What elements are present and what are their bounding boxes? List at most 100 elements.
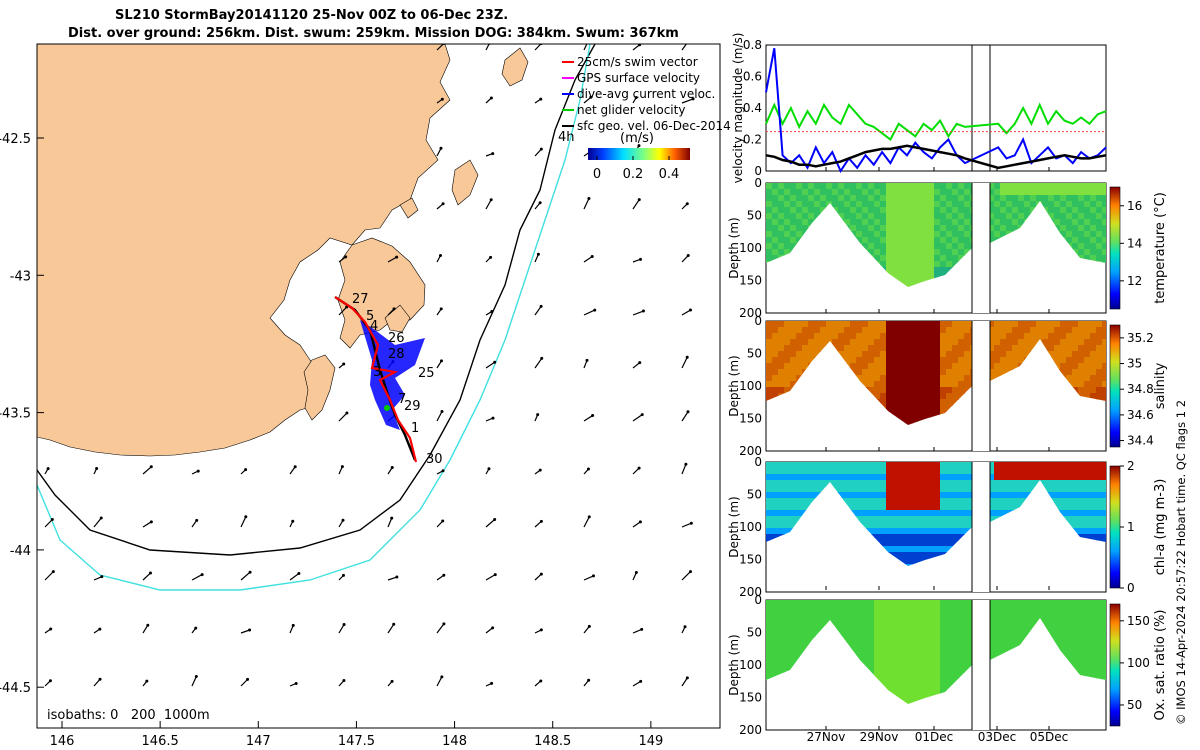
legend-entry: sfc geo. vel. 06-Dec-2014 xyxy=(577,119,731,133)
velocity-arrow xyxy=(681,522,692,528)
isobaths-label: isobaths: 0 200 1000m xyxy=(47,708,210,723)
velocity-arrow xyxy=(583,575,594,581)
isobath-200m xyxy=(37,44,596,556)
depth-tick: 200 xyxy=(739,306,762,320)
velocity-arrow xyxy=(142,624,149,634)
velocity-arrow xyxy=(240,678,248,687)
velocity-arrow xyxy=(44,519,53,528)
map-x-tick-label: 146.5 xyxy=(142,734,179,749)
day-label: 27 xyxy=(352,292,369,307)
velocity-arrow xyxy=(681,309,691,316)
land-maria-island xyxy=(451,159,479,206)
velocity-arrow xyxy=(387,517,393,528)
velocity-arrow xyxy=(485,199,492,210)
map-x-tick-label: 147.5 xyxy=(338,734,375,749)
colorbar-tick: 1 xyxy=(1127,520,1135,534)
day-label: 28 xyxy=(388,347,405,362)
day-label: 4 xyxy=(370,319,378,334)
depth-tick: 50 xyxy=(747,626,762,640)
time-tick-label: 03Dec xyxy=(978,730,1017,744)
velocity-arrow xyxy=(240,571,251,581)
colorbar-tick: 34.8 xyxy=(1127,382,1154,396)
map-colorbar-tick: 0.4 xyxy=(659,167,680,182)
depth-tick: 150 xyxy=(739,412,762,426)
depth-tick: 0 xyxy=(754,455,762,469)
map-x-tick-label: 148.5 xyxy=(534,734,571,749)
time-tick-label: 29Nov xyxy=(860,730,899,744)
colorbar-label: Ox. sat. ratio (%) xyxy=(1153,610,1168,721)
legend-entry: GPS surface velocity xyxy=(577,71,700,85)
colorbar-tick: 16 xyxy=(1127,199,1142,213)
time-tick-label: 01Dec xyxy=(915,730,954,744)
depth-tick: 100 xyxy=(739,241,762,255)
colorbar-tick: 100 xyxy=(1127,656,1150,670)
map-y-tick-label: -42.5 xyxy=(0,132,31,147)
land-tasmania xyxy=(37,44,451,457)
colorbar-label: chl-a (mg m-3) xyxy=(1153,479,1168,576)
velocity-y-tick: 0.2 xyxy=(743,133,762,147)
section-panel: 0 50 100 150 200 Depth (m) 34.4 34.6 34.8 35 35.2 s… xyxy=(727,314,1168,458)
day-label: 5 xyxy=(366,309,374,324)
title-line1: SL210 StormBay20141120 25-Nov 00Z to 06-… xyxy=(115,8,509,23)
velocity-arrow xyxy=(534,148,542,157)
colorbar-tick: 14 xyxy=(1127,236,1142,250)
map-axis-ticks: 146 146.5 147 147.5 148 148.5 149-42.5-43-43.5… xyxy=(0,132,663,749)
velocity-arrow xyxy=(681,98,694,104)
velocity-arrow xyxy=(436,623,445,634)
velocity-arrow xyxy=(583,256,593,263)
velocity-y-tick: 0.8 xyxy=(743,38,762,52)
depth-axis-label: Depth (m) xyxy=(727,634,741,695)
velocity-arrow xyxy=(485,519,496,528)
velocity-arrow xyxy=(632,414,643,422)
depth-tick: 0 xyxy=(754,593,762,607)
velocity-arrow xyxy=(583,198,590,210)
velocity-y-tick: 0.4 xyxy=(743,101,762,115)
land-freycinet xyxy=(501,47,529,87)
colorbar-tick: 35.2 xyxy=(1127,331,1154,345)
velocity-arrow xyxy=(681,571,691,581)
colorbar-tick: 2 xyxy=(1127,459,1135,473)
swim-vectors xyxy=(334,296,418,463)
day-label: 25 xyxy=(418,366,435,381)
velocity-arrow xyxy=(436,676,443,687)
velocity-arrow xyxy=(681,356,688,369)
depth-tick: 200 xyxy=(739,444,762,458)
velocity-y-label: velocity magnitude (m/s) xyxy=(731,33,745,184)
depth-tick: 0 xyxy=(754,314,762,328)
velocity-arrow xyxy=(289,573,300,581)
land-islet xyxy=(399,197,419,219)
colorbar-tick: 34.6 xyxy=(1127,408,1154,422)
day-label: 4h xyxy=(558,130,575,145)
velocity-arrow xyxy=(485,574,496,581)
day-label: 30 xyxy=(426,452,443,467)
velocity-arrow xyxy=(191,574,203,581)
map-colorbar-tick: 0 xyxy=(593,167,601,182)
velocity-arrow xyxy=(583,44,588,51)
velocity-arrow xyxy=(436,411,443,422)
velocity-arrow xyxy=(534,44,542,51)
depth-tick: 150 xyxy=(739,274,762,288)
velocity-arrow xyxy=(534,305,542,316)
velocity-y-tick: 0.6 xyxy=(743,70,762,84)
velocity-arrow xyxy=(338,306,348,316)
velocity-arrow xyxy=(338,412,348,422)
section-panel: 0 50 100 150 200 Depth (m) 0 1 2 chl-a (mg m-3) xyxy=(727,455,1168,599)
map-x-tick-label: 147 xyxy=(246,734,271,749)
velocity-arrow xyxy=(583,516,590,528)
depth-tick: 100 xyxy=(739,379,762,393)
depth-tick: 150 xyxy=(739,553,762,567)
day-label: 29 xyxy=(404,399,421,414)
velocity-arrow xyxy=(387,576,398,581)
map-x-tick-label: 146 xyxy=(50,734,75,749)
colorbar-label: salinity xyxy=(1153,362,1168,409)
map-y-tick-label: -44.5 xyxy=(0,681,31,696)
map-x-tick-label: 149 xyxy=(638,734,663,749)
map-colorbar-label: (m/s) xyxy=(620,131,654,146)
map-x-tick-label: 148 xyxy=(442,734,467,749)
velocity-arrow xyxy=(681,677,688,687)
